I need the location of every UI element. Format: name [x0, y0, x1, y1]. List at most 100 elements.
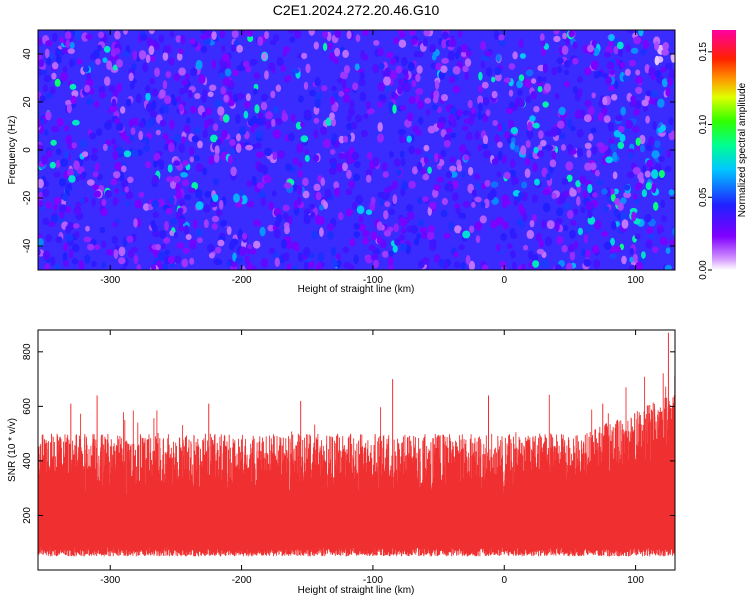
heatmap-cell: [542, 101, 549, 108]
heatmap-cell: [194, 92, 201, 100]
heatmap-cell: [66, 206, 71, 214]
heatmap-cell: [44, 48, 50, 59]
heatmap-cell: [158, 34, 165, 44]
heatmap-cell: [601, 231, 609, 237]
heatmap-cell: [423, 156, 429, 164]
heatmap-cell: [635, 100, 642, 110]
heatmap-cell: [438, 258, 445, 268]
heatmap-cell: [500, 233, 507, 241]
heatmap-cell: [329, 51, 336, 62]
heatmap-x-tick-label: -100: [363, 275, 383, 286]
heatmap-cell: [55, 159, 61, 169]
heatmap-cell: [389, 58, 397, 66]
heatmap-cell: [648, 136, 655, 147]
heatmap-cell: [521, 181, 528, 189]
heatmap-cell: [38, 59, 45, 68]
heatmap-cell: [441, 39, 447, 49]
heatmap-cell: [269, 39, 277, 46]
heatmap-cell: [55, 236, 63, 244]
heatmap-cell: [66, 103, 72, 114]
heatmap-cell: [53, 196, 62, 205]
heatmap-cell: [296, 196, 302, 206]
heatmap-cell: [144, 84, 151, 94]
heatmap-cell: [395, 65, 403, 74]
heatmap-cell: [483, 198, 490, 209]
heatmap-cell: [121, 165, 127, 173]
heatmap-cell: [338, 90, 345, 97]
heatmap-cell: [387, 208, 396, 216]
heatmap-cell: [75, 58, 83, 65]
heatmap-cell: [452, 85, 461, 94]
heatmap-cell: [403, 82, 411, 92]
heatmap-cell: [644, 170, 651, 178]
heatmap-cell: [450, 132, 457, 139]
heatmap-cell: [114, 162, 122, 171]
heatmap-cell: [51, 32, 58, 43]
heatmap-cell: [71, 258, 79, 265]
heatmap-cell: [513, 200, 519, 206]
heatmap-cell: [55, 54, 62, 64]
heatmap-cell: [38, 200, 44, 208]
heatmap-cell: [70, 95, 78, 105]
heatmap-cell: [348, 107, 355, 117]
heatmap-cell: [283, 46, 291, 53]
heatmap-cell: [193, 155, 200, 162]
heatmap-cell: [271, 118, 276, 128]
heatmap-cell: [365, 209, 373, 215]
heatmap-cell: [638, 30, 644, 37]
heatmap-cell: [612, 171, 618, 180]
heatmap-cell: [520, 263, 526, 270]
heatmap-cell: [628, 264, 637, 270]
heatmap-cell: [268, 201, 275, 211]
heatmap-cell: [609, 253, 617, 260]
heatmap-cell: [46, 149, 53, 158]
heatmap-cell: [383, 230, 392, 237]
heatmap-cell: [480, 40, 487, 51]
heatmap-cell: [540, 139, 547, 147]
heatmap-cell: [563, 225, 569, 232]
heatmap-cell: [587, 216, 596, 225]
heatmap-cell: [169, 230, 174, 236]
heatmap-cell: [608, 85, 616, 92]
heatmap-cell: [665, 62, 673, 70]
heatmap-cell: [328, 166, 337, 176]
heatmap-cell: [349, 99, 355, 110]
heatmap-cell: [62, 65, 68, 74]
heatmap-cell: [136, 264, 142, 270]
heatmap-cell: [440, 210, 448, 218]
heatmap-cell: [413, 238, 420, 246]
heatmap-cell: [406, 135, 412, 143]
heatmap-cell: [180, 79, 189, 86]
snr-x-tick-label: -100: [363, 575, 383, 586]
heatmap-cell: [64, 125, 70, 132]
heatmap-cell: [275, 117, 283, 126]
heatmap-y-tick-label: 0: [22, 147, 33, 153]
heatmap-cell: [296, 143, 304, 154]
heatmap-cell: [468, 260, 475, 270]
heatmap-cell: [491, 76, 496, 83]
heatmap-cell: [651, 169, 659, 179]
heatmap-cell: [314, 98, 322, 109]
heatmap-cell: [567, 119, 573, 128]
heatmap-cell: [484, 179, 491, 187]
heatmap-cell: [549, 159, 557, 168]
heatmap-cell: [49, 86, 56, 95]
heatmap-cell: [632, 167, 641, 175]
heatmap-cell: [628, 151, 634, 159]
heatmap-cell: [588, 133, 594, 142]
heatmap-cell: [232, 69, 239, 77]
snr-panel: -300 -200 -100 0 100 200 400 600 800 Height of …: [7, 329, 676, 596]
heatmap-cell: [85, 33, 93, 40]
heatmap-cell: [579, 175, 587, 185]
heatmap-cell: [185, 234, 192, 240]
heatmap-cell: [302, 177, 309, 187]
heatmap-cell: [182, 247, 190, 254]
heatmap-cell: [545, 172, 552, 181]
heatmap-cell: [520, 145, 527, 156]
heatmap-cell: [502, 221, 509, 230]
heatmap-cell: [230, 44, 237, 52]
heatmap-cell: [331, 258, 338, 268]
heatmap-cell: [498, 40, 507, 46]
heatmap-cell: [519, 53, 527, 59]
heatmap-cell: [542, 76, 547, 82]
